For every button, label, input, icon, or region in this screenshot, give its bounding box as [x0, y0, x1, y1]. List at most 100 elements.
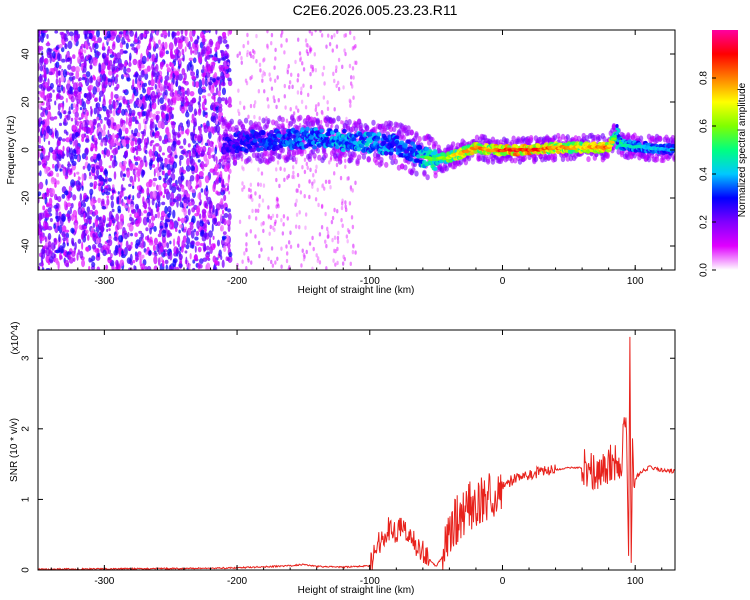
noise-speck: [266, 30, 269, 34]
noise-speck: [133, 212, 139, 219]
noise-speck: [153, 255, 158, 265]
noise-speck: [183, 217, 187, 221]
noise-speck: [197, 134, 201, 142]
noise-speck: [42, 205, 46, 211]
ridge-cell: [376, 132, 382, 137]
noise-speck: [45, 267, 51, 270]
noise-speck: [67, 169, 70, 173]
noise-speck: [285, 118, 289, 124]
noise-speck: [318, 260, 322, 265]
noise-speck: [225, 256, 229, 261]
noise-speck: [323, 81, 326, 86]
noise-speck: [172, 161, 178, 169]
noise-speck: [157, 97, 160, 106]
noise-speck: [172, 132, 177, 141]
noise-speck: [52, 163, 55, 169]
noise-speck: [112, 184, 115, 189]
noise-speck: [324, 239, 327, 244]
ridge-cell: [252, 138, 258, 143]
ridge-halo: [495, 139, 500, 146]
noise-speck: [348, 201, 352, 206]
noise-speck: [195, 184, 199, 189]
noise-speck: [164, 218, 168, 224]
noise-speck: [181, 48, 185, 56]
ridge-halo: [411, 167, 416, 174]
noise-speck: [165, 50, 169, 55]
noise-speck: [185, 165, 191, 172]
noise-speck: [71, 240, 74, 246]
noise-speck: [169, 240, 172, 245]
noise-speck: [70, 202, 74, 209]
noise-speck: [167, 212, 171, 218]
noise-speck: [190, 131, 194, 137]
noise-speck: [330, 34, 334, 40]
noise-speck: [227, 255, 233, 263]
noise-speck: [149, 226, 152, 235]
ridge-halo: [325, 121, 330, 128]
ridge-halo: [505, 138, 510, 145]
noise-speck: [95, 102, 101, 109]
noise-speck: [85, 126, 91, 134]
noise-speck: [154, 83, 157, 90]
noise-speck: [138, 163, 142, 173]
noise-speck: [71, 160, 77, 167]
ridge-halo: [356, 154, 362, 161]
noise-speck: [64, 42, 67, 48]
noise-speck: [296, 108, 300, 113]
noise-speck: [301, 61, 304, 66]
noise-speck: [61, 164, 64, 169]
noise-speck: [355, 60, 358, 66]
noise-speck: [89, 188, 94, 196]
noise-speck: [209, 168, 215, 173]
ridge-halo: [388, 120, 394, 127]
noise-speck: [130, 133, 134, 139]
noise-speck: [38, 191, 42, 197]
noise-speck: [325, 243, 328, 249]
noise-speck: [47, 41, 50, 45]
noise-speck: [280, 217, 283, 223]
ridge-halo: [270, 155, 276, 162]
ridge-cell: [370, 146, 376, 151]
noise-speck: [170, 98, 174, 106]
noise-speck: [262, 228, 265, 234]
noise-speck: [334, 262, 337, 267]
noise-speck: [161, 104, 167, 111]
noise-speck: [131, 94, 135, 102]
noise-speck: [38, 38, 41, 43]
noise-speck: [156, 243, 160, 253]
noise-speck: [174, 90, 178, 97]
noise-speck: [62, 168, 66, 177]
noise-speck: [216, 76, 220, 81]
noise-speck: [289, 244, 293, 250]
noise-speck: [194, 236, 199, 241]
noise-speck: [192, 57, 197, 64]
noise-speck: [85, 71, 91, 78]
noise-speck: [48, 197, 53, 206]
noise-speck: [94, 43, 99, 50]
page-title: C2E6.2026.005.23.23.R11: [292, 2, 458, 18]
noise-speck: [205, 158, 210, 166]
noise-speck: [185, 150, 189, 158]
noise-speck: [40, 254, 44, 264]
noise-speck: [331, 215, 335, 221]
noise-speck: [125, 42, 129, 50]
noise-speck: [52, 89, 55, 93]
noise-speck: [198, 171, 204, 178]
noise-speck: [118, 221, 123, 230]
noise-speck: [190, 71, 196, 77]
noise-speck: [148, 94, 152, 102]
noise-speck: [108, 98, 112, 105]
noise-speck: [145, 47, 149, 56]
noise-speck: [203, 200, 208, 209]
noise-speck: [103, 178, 108, 183]
noise-speck: [53, 204, 59, 209]
noise-speck: [210, 126, 214, 134]
noise-speck: [183, 102, 189, 107]
noise-speck: [305, 249, 308, 255]
noise-speck: [215, 87, 219, 96]
noise-speck: [53, 115, 58, 120]
noise-speck: [95, 238, 100, 244]
noise-speck: [116, 196, 120, 205]
ridge-halo: [291, 155, 297, 162]
noise-speck: [337, 230, 340, 236]
